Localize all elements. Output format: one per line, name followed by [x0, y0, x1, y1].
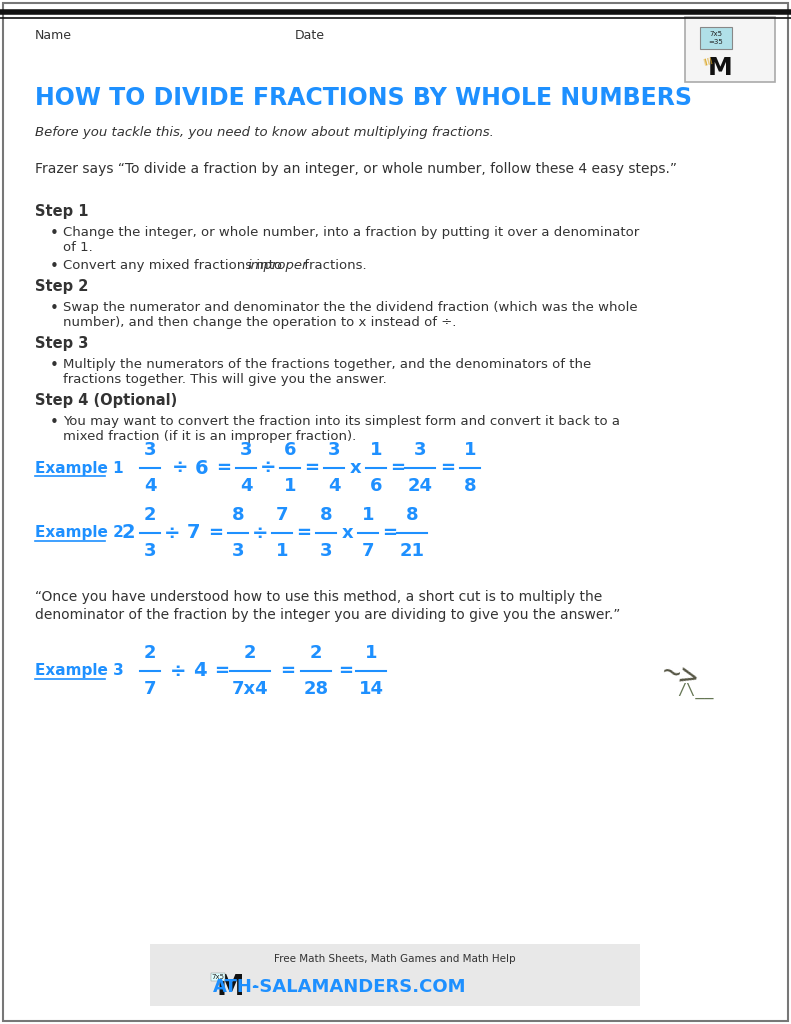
- Text: Example 3: Example 3: [35, 664, 123, 679]
- Text: 3: 3: [144, 441, 157, 459]
- Text: 6: 6: [195, 459, 209, 477]
- Text: Change the integer, or whole number, into a fraction by putting it over a denomi: Change the integer, or whole number, int…: [63, 226, 639, 239]
- Text: 14: 14: [358, 680, 384, 698]
- Text: •: •: [50, 259, 59, 274]
- Text: Swap the numerator and denominator the the dividend fraction (which was the whol: Swap the numerator and denominator the t…: [63, 301, 638, 314]
- Text: =: =: [214, 662, 229, 680]
- Text: You may want to convert the fraction into its simplest form and convert it back : You may want to convert the fraction int…: [63, 415, 620, 428]
- Text: 8: 8: [406, 506, 418, 524]
- Text: 2: 2: [244, 644, 256, 662]
- Text: =: =: [217, 459, 232, 477]
- Text: ÷: ÷: [172, 459, 188, 477]
- Text: Date: Date: [295, 29, 325, 42]
- Text: 8: 8: [320, 506, 332, 524]
- Text: •: •: [252, 982, 258, 992]
- Text: 7: 7: [276, 506, 288, 524]
- Text: 3: 3: [320, 542, 332, 560]
- Text: 7: 7: [144, 680, 157, 698]
- Text: Frazer says “To divide a fraction by an integer, or whole number, follow these 4: Frazer says “To divide a fraction by an …: [35, 162, 677, 176]
- Text: •: •: [50, 358, 59, 373]
- Text: ÷: ÷: [252, 523, 268, 543]
- Text: Multiply the numerators of the fractions together, and the denominators of the: Multiply the numerators of the fractions…: [63, 358, 591, 371]
- Text: improper: improper: [248, 259, 308, 272]
- Text: =: =: [339, 662, 354, 680]
- Text: •: •: [50, 301, 59, 316]
- Text: 24: 24: [407, 477, 433, 495]
- Text: 4: 4: [327, 477, 340, 495]
- Text: M: M: [216, 973, 244, 1001]
- Bar: [685, 17, 775, 82]
- Text: 6: 6: [369, 477, 382, 495]
- Text: Free Math Sheets, Math Games and Math Help: Free Math Sheets, Math Games and Math He…: [274, 954, 516, 964]
- Text: 1: 1: [284, 477, 297, 495]
- Text: 8: 8: [232, 506, 244, 524]
- Text: 2: 2: [121, 523, 134, 543]
- Text: 3: 3: [232, 542, 244, 560]
- Text: 3: 3: [240, 441, 252, 459]
- Text: 7x4: 7x4: [232, 680, 268, 698]
- Text: 2: 2: [144, 506, 157, 524]
- Text: fractions together. This will give you the answer.: fractions together. This will give you t…: [63, 373, 387, 386]
- Text: 3: 3: [327, 441, 340, 459]
- Text: Example 1: Example 1: [35, 461, 123, 475]
- Text: HOW TO DIVIDE FRACTIONS BY WHOLE NUMBERS: HOW TO DIVIDE FRACTIONS BY WHOLE NUMBERS: [35, 86, 692, 110]
- Text: ÷: ÷: [164, 523, 180, 543]
- Text: M: M: [708, 56, 732, 80]
- Text: =: =: [305, 459, 320, 477]
- Text: Example 2: Example 2: [35, 525, 124, 541]
- Text: 4: 4: [193, 662, 206, 681]
- Text: =: =: [383, 524, 398, 542]
- Text: Step 1: Step 1: [35, 204, 89, 219]
- Text: 8: 8: [464, 477, 476, 495]
- Text: Name: Name: [35, 29, 72, 42]
- Text: 21: 21: [399, 542, 425, 560]
- Text: number), and then change the operation to x instead of ÷.: number), and then change the operation t…: [63, 316, 456, 329]
- Text: x: x: [350, 459, 361, 477]
- Text: ~>: ~>: [658, 657, 702, 694]
- Text: fractions.: fractions.: [300, 259, 366, 272]
- Text: •: •: [50, 226, 59, 241]
- Text: 3: 3: [414, 441, 426, 459]
- Text: Before you tackle this, you need to know about multiplying fractions.: Before you tackle this, you need to know…: [35, 126, 494, 139]
- Text: of 1.: of 1.: [63, 241, 93, 254]
- Text: /\__: /\__: [677, 683, 713, 699]
- Bar: [150, 944, 640, 1006]
- Text: =: =: [441, 459, 456, 477]
- Text: Step 4 (Optional): Step 4 (Optional): [35, 393, 177, 408]
- Text: 4: 4: [144, 477, 157, 495]
- Text: 1: 1: [361, 506, 374, 524]
- Text: 7x5: 7x5: [211, 974, 225, 980]
- Text: Convert any mixed fractions into: Convert any mixed fractions into: [63, 259, 286, 272]
- Text: ATH-SALAMANDERS.COM: ATH-SALAMANDERS.COM: [214, 978, 467, 996]
- Text: mixed fraction (if it is an improper fraction).: mixed fraction (if it is an improper fra…: [63, 430, 356, 443]
- Text: 7x5
=35: 7x5 =35: [709, 32, 724, 44]
- Text: “Once you have understood how to use this method, a short cut is to multiply the: “Once you have understood how to use thi…: [35, 590, 602, 604]
- Bar: [700, 27, 732, 49]
- Text: 4: 4: [240, 477, 252, 495]
- Text: 2: 2: [144, 644, 157, 662]
- Text: =: =: [281, 662, 296, 680]
- Text: 7: 7: [361, 542, 374, 560]
- Text: =: =: [209, 524, 224, 542]
- Text: ÷: ÷: [259, 459, 276, 477]
- Text: llll: llll: [702, 56, 713, 68]
- Text: ÷: ÷: [170, 662, 186, 681]
- Text: denominator of the fraction by the integer you are dividing to give you the answ: denominator of the fraction by the integ…: [35, 608, 620, 622]
- Text: 1: 1: [464, 441, 476, 459]
- Text: 1: 1: [365, 644, 377, 662]
- Text: Step 2: Step 2: [35, 279, 89, 294]
- Text: =: =: [297, 524, 312, 542]
- Text: x: x: [343, 524, 354, 542]
- Text: 1: 1: [276, 542, 288, 560]
- Text: Step 3: Step 3: [35, 336, 89, 351]
- Text: 6: 6: [284, 441, 297, 459]
- Text: 2: 2: [310, 644, 322, 662]
- Text: =: =: [391, 459, 406, 477]
- Text: 7: 7: [187, 523, 201, 543]
- Text: 3: 3: [144, 542, 157, 560]
- Text: 1: 1: [369, 441, 382, 459]
- Text: •: •: [50, 415, 59, 430]
- Text: 28: 28: [304, 680, 328, 698]
